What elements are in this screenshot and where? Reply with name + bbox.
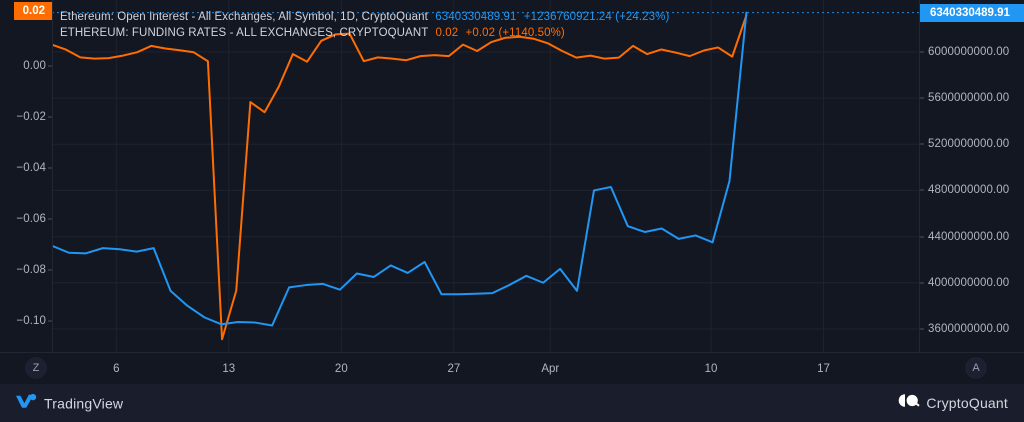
right-scale-tick: 4800000000.00 bbox=[928, 184, 1010, 197]
chart-canvas bbox=[52, 0, 920, 352]
grid-lines bbox=[52, 0, 920, 352]
left-price-scale[interactable]: 0.02 0.020.00−0.02−0.04−0.06−0.08−0.10 bbox=[0, 0, 53, 352]
time-scale[interactable]: Z A 6 13 20 27 Apr 10 17 bbox=[0, 352, 1024, 385]
left-scale-tick-dash bbox=[48, 320, 52, 322]
right-scale-tick-dash bbox=[920, 236, 924, 238]
time-scale-tick: 10 bbox=[704, 363, 718, 375]
right-scale-tick: 5600000000.00 bbox=[928, 92, 1010, 105]
right-scale-tick-dash bbox=[920, 189, 924, 191]
left-scale-current-value-badge: 0.02 bbox=[13, 2, 52, 21]
time-scale-tick: 17 bbox=[817, 363, 830, 375]
left-scale-tick-dash bbox=[48, 269, 52, 271]
chart-footer: TradingView CryptoQuant bbox=[0, 384, 1024, 422]
right-scale-tick-dash bbox=[920, 328, 924, 330]
right-scale-tick: 4000000000.00 bbox=[928, 276, 1010, 289]
right-scale-tick: 6000000000.00 bbox=[928, 45, 1010, 58]
time-scale-tick: Apr bbox=[541, 363, 560, 375]
time-scale-tick: 27 bbox=[447, 363, 461, 375]
left-scale-tick: −0.06 bbox=[16, 213, 46, 226]
right-scale-tick-dash bbox=[920, 97, 924, 99]
series-lines bbox=[52, 11, 748, 341]
chart-plot-area[interactable] bbox=[52, 0, 920, 352]
time-scale-tick: 13 bbox=[222, 363, 236, 375]
right-scale-tick-dash bbox=[920, 282, 924, 284]
time-scale-tick: 20 bbox=[334, 363, 348, 375]
left-scale-tick: −0.10 bbox=[16, 315, 46, 328]
zoom-out-button[interactable]: Z bbox=[25, 357, 47, 379]
right-scale-tick: 3600000000.00 bbox=[928, 322, 1010, 335]
left-scale-tick: −0.08 bbox=[16, 264, 46, 277]
cryptoquant-label: CryptoQuant bbox=[926, 395, 1008, 411]
right-price-scale[interactable]: 6340330489.91 6000000000.00 5600000000.00… bbox=[919, 0, 1024, 352]
right-scale-tick: 5200000000.00 bbox=[928, 138, 1010, 151]
left-scale-tick: 0.00 bbox=[23, 60, 46, 73]
auto-scale-button[interactable]: A bbox=[965, 357, 987, 379]
right-scale-tick-dash bbox=[920, 51, 924, 53]
tradingview-label: TradingView bbox=[44, 395, 124, 411]
cryptoquant-logo-icon bbox=[898, 393, 921, 413]
right-scale-current-value-badge: 6340330489.91 bbox=[920, 3, 1024, 22]
left-scale-tick: −0.04 bbox=[16, 162, 46, 175]
left-scale-tick-dash bbox=[48, 218, 52, 220]
tradingview-brand[interactable]: TradingView bbox=[16, 393, 123, 414]
right-scale-tick: 4400000000.00 bbox=[928, 230, 1010, 243]
time-scale-tick: 6 bbox=[113, 363, 120, 375]
right-scale-tick-dash bbox=[920, 143, 924, 145]
left-scale-tick-dash bbox=[48, 65, 52, 67]
left-scale-tick: −0.02 bbox=[16, 111, 46, 124]
left-scale-tick-dash bbox=[48, 116, 52, 118]
left-scale-tick-dash bbox=[48, 167, 52, 169]
tradingview-logo-icon bbox=[16, 393, 38, 414]
cryptoquant-brand[interactable]: CryptoQuant bbox=[898, 393, 1008, 413]
